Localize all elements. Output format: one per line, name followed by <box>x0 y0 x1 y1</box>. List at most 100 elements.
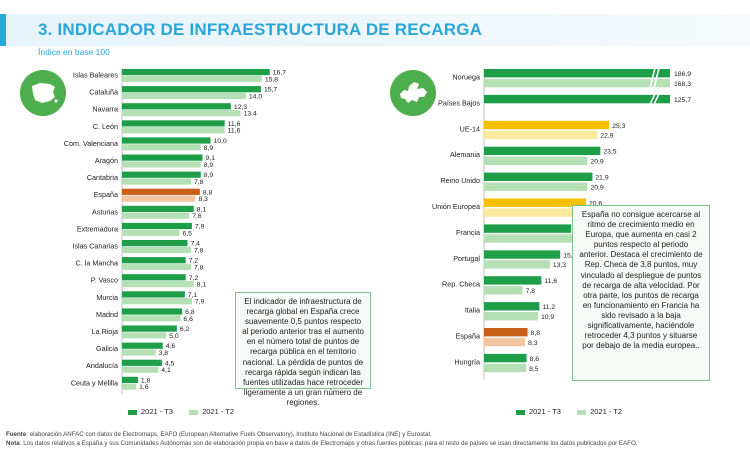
bar-t3 <box>122 171 201 178</box>
bar-t2 <box>484 156 588 165</box>
category-label: C. la Mancha <box>76 259 118 268</box>
bar-t2 <box>122 161 201 168</box>
bar-t2 <box>122 246 192 253</box>
bar-t3 <box>122 240 188 247</box>
data-label-t2: 10,9 <box>541 314 554 321</box>
data-label-t2: 1,6 <box>139 384 149 391</box>
bar-t3 <box>122 120 225 127</box>
data-label-t2: 13,4 <box>244 111 257 118</box>
category-label: Rep. Checa <box>442 280 480 289</box>
category-label: Cataluña <box>89 88 118 97</box>
data-label-t3: 6,8 <box>185 309 195 316</box>
data-label-t2: 7,9 <box>195 299 205 306</box>
footer-source-label: Fuente <box>6 431 27 438</box>
data-label-t3: 16,7 <box>273 70 286 77</box>
bar-t3 <box>484 353 527 363</box>
category-label: Noruega <box>452 73 480 82</box>
bar-t3 <box>484 146 601 156</box>
bar-t2 <box>484 234 593 243</box>
category-label: Francia <box>456 228 480 237</box>
bar-t2 <box>484 312 538 321</box>
bar-t2 <box>484 260 550 269</box>
category-label: UE-14 <box>460 124 480 133</box>
category-label: Extremadura <box>77 224 118 233</box>
data-label-t3: 15,7 <box>264 87 277 94</box>
data-label-t3: 186,9 <box>674 71 691 78</box>
data-label-t3: 1,8 <box>141 377 151 384</box>
data-label-t2: 3,8 <box>159 350 169 357</box>
data-label-t2: 22,9 <box>600 133 613 140</box>
bar-t2 <box>122 315 181 322</box>
data-label-t2: 20,9 <box>590 159 603 166</box>
data-label-t3: 23,5 <box>603 149 616 156</box>
bar-t3 <box>122 376 138 383</box>
bar-t2 <box>122 178 192 185</box>
note-box-regions: El indicador de infraestructura de recar… <box>235 292 371 407</box>
category-label: C. León <box>93 122 118 131</box>
axis-break-mark <box>653 67 660 89</box>
legend-item-t2: 2021 - T2 <box>577 407 622 416</box>
category-label: Hungría <box>454 357 480 366</box>
data-label-t2: 7,8 <box>526 288 536 295</box>
bar-t2 <box>484 208 578 217</box>
bar-t3 <box>122 325 177 332</box>
data-label-t3: 7,9 <box>195 224 205 231</box>
data-label-t3: 11,6 <box>544 278 557 285</box>
data-label-t3: 4,6 <box>166 343 176 350</box>
bar-t2 <box>122 127 225 134</box>
data-label-t3: 10,0 <box>214 138 227 145</box>
bar-t3 <box>484 328 528 337</box>
bar-t3 <box>484 250 561 259</box>
legend-item-t2: 2021 - T2 <box>189 407 234 416</box>
axis-break-mark <box>653 93 660 105</box>
data-label-t3: 4,5 <box>165 360 175 367</box>
legend-label-t2: 2021 - T2 <box>590 407 623 416</box>
category-label: Madrid <box>96 310 118 319</box>
axis-break-mark <box>649 93 656 105</box>
category-label: Galicia <box>96 344 118 353</box>
bar-t2 <box>122 263 192 271</box>
bar-t2 <box>122 298 192 305</box>
bar-t3 <box>484 302 540 311</box>
data-label-t3: 20,6 <box>589 201 602 208</box>
data-label-t2: 7,8 <box>194 179 204 186</box>
legend-swatch-t3 <box>516 409 525 415</box>
legend-regions: 2021 - T3 2021 - T2 <box>128 407 248 416</box>
bar-t3 <box>122 308 183 315</box>
legend-swatch-t2 <box>577 409 587 415</box>
data-label-t2: 20,9 <box>590 185 603 192</box>
header-background <box>0 14 750 46</box>
header-accent <box>0 14 6 46</box>
category-label: Andalucía <box>86 361 118 370</box>
bar-t2 <box>122 212 190 219</box>
bar-t2 <box>122 349 156 356</box>
category-label: Navarra <box>92 105 118 114</box>
data-label-t2: 7,8 <box>194 265 204 272</box>
data-label-t3: 7,1 <box>188 292 198 299</box>
bar-t3 <box>122 205 194 212</box>
bar-t2 <box>484 130 598 140</box>
data-label-t2: 168,3 <box>674 81 691 88</box>
data-label-t2: 11,6 <box>228 128 241 135</box>
category-label: España <box>456 332 480 341</box>
bar-t3 <box>122 222 192 230</box>
data-label-t2: 13,3 <box>553 262 566 269</box>
data-label-t2: 7,6 <box>192 213 202 220</box>
bar-t3 <box>484 224 572 233</box>
data-label-t2: 6,5 <box>183 230 193 237</box>
bar-t2 <box>484 337 526 347</box>
bar-t3 <box>122 86 261 93</box>
bar-t3 <box>484 172 593 181</box>
data-label-t3: 8,8 <box>531 330 541 337</box>
category-label: P. Vasco <box>91 276 118 285</box>
legend-europe: 2021 - T3 2021 - T2 <box>516 407 636 416</box>
category-label: Ceuta y Melilla <box>71 378 118 387</box>
data-label-t3: 15,4 <box>563 252 576 259</box>
data-label-t2: 8,9 <box>204 162 214 169</box>
category-label: Asturias <box>92 207 118 216</box>
data-label-t2: 14,0 <box>249 94 262 101</box>
category-label: Aragón <box>95 156 118 165</box>
footer-note: Nota: Los datos relativos a España y sus… <box>6 440 638 447</box>
bar-t3 <box>122 274 186 281</box>
legend-item-t3: 2021 - T3 <box>128 407 173 416</box>
